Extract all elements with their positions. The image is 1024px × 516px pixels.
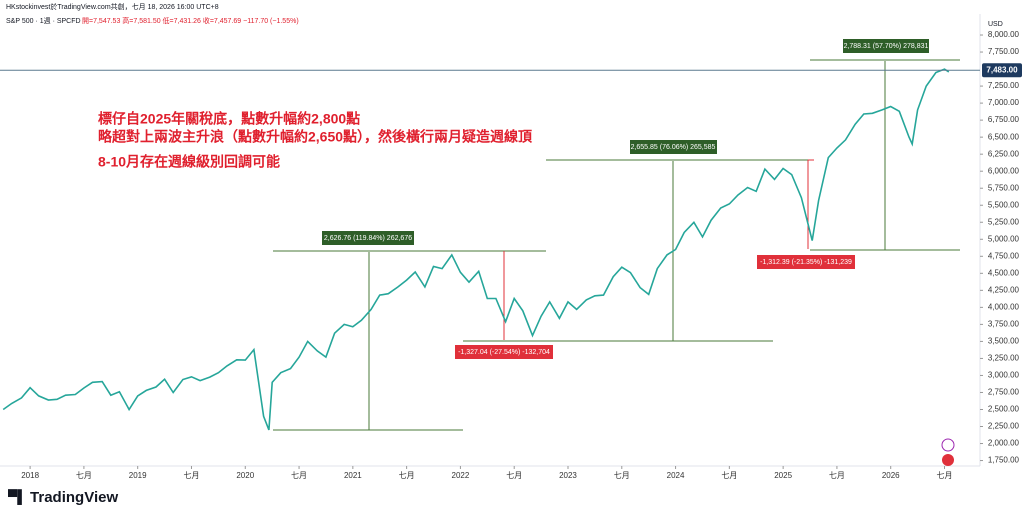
y-tick-label: 4,750.00 (988, 251, 1020, 260)
x-tick-label: 七月 (937, 471, 953, 480)
measure-box (843, 39, 929, 53)
y-tick-label: 4,500.00 (988, 268, 1020, 277)
x-tick-label: 七月 (829, 471, 845, 480)
y-tick-label: 5,750.00 (988, 183, 1020, 192)
y-tick-label: 2,000.00 (988, 439, 1020, 448)
x-tick-label: 七月 (291, 471, 307, 480)
last-price-label: 7,483.00 (986, 65, 1018, 74)
last-price-badge (982, 63, 1022, 78)
x-tick-label: 2021 (344, 471, 362, 480)
price-line (2, 68, 950, 431)
x-tick-label: 七月 (506, 471, 522, 480)
measure-lines-down (503, 159, 814, 340)
x-tick-label: 2025 (774, 471, 792, 480)
x-tick-label: 2024 (667, 471, 685, 480)
x-tick-label: 2020 (236, 471, 254, 480)
y-tick-label: 6,750.00 (988, 115, 1020, 124)
event-icon[interactable] (941, 438, 955, 452)
x-tick-label: 七月 (76, 471, 92, 480)
x-tick-label: 七月 (399, 471, 415, 480)
note: 標仔自2025年關稅底，點數升幅約2,800點 (98, 111, 360, 127)
measure-box (322, 231, 414, 245)
x-tick-label: 2019 (129, 471, 147, 480)
measure-lines (273, 59, 960, 431)
y-tick-label: 3,500.00 (988, 337, 1020, 346)
note: 略超對上兩波主升浪（點數升幅約2,650點），然後橫行兩月疑造週線頂 (98, 129, 533, 145)
measure-label: 2,788.31 (57.70%) 278,831 (844, 43, 929, 50)
y-tick-label: 7,750.00 (988, 47, 1020, 56)
y-tick-label: 3,750.00 (988, 319, 1020, 328)
x-tick-label: 2026 (882, 471, 900, 480)
y-tick-label: 2,500.00 (988, 405, 1020, 414)
y-tick-label: 4,000.00 (988, 302, 1020, 311)
measure-label: 2,626.76 (119.84%) 262,676 (324, 235, 412, 242)
x-tick-label: 2023 (559, 471, 577, 480)
y-tick-label: 5,250.00 (988, 217, 1020, 226)
y-tick-label: 8,000.00 (988, 30, 1020, 39)
chart-title: S&P 500 · 1週 · SPCFD (6, 16, 81, 25)
measure-box (630, 140, 717, 154)
y-tick-label: 6,000.00 (988, 166, 1020, 175)
y-tick-label: 7,000.00 (988, 98, 1020, 107)
y-tick-label: 3,250.00 (988, 354, 1020, 363)
y-tick-label: 2,750.00 (988, 388, 1020, 397)
y-tick-label: 2,250.00 (988, 422, 1020, 431)
y-tick-label: 5,500.00 (988, 200, 1020, 209)
x-tick-label: 七月 (721, 471, 737, 480)
measure-box (455, 345, 553, 359)
y-tick-label: 5,000.00 (988, 234, 1020, 243)
measure-label: -1,312.39 (-21.35%) -131,239 (760, 259, 852, 266)
measure-label: -1,327.04 (-27.54%) -132,704 (458, 349, 550, 356)
brand-logo: ▀▌ TradingView (8, 489, 118, 506)
y-tick-label: 4,250.00 (988, 285, 1020, 294)
event-icon[interactable] (942, 454, 954, 466)
measure-box (757, 255, 855, 269)
y-tick-label: 6,500.00 (988, 132, 1020, 141)
x-tick-label: 2018 (21, 471, 39, 480)
y-tick-label: 7,250.00 (988, 81, 1020, 90)
y-tick-label: 6,250.00 (988, 149, 1020, 158)
y-tick-label: 3,000.00 (988, 371, 1020, 380)
currency: USD (988, 21, 1003, 28)
note: 8-10月存在週線級別回調可能 (98, 154, 280, 170)
x-tick-label: 七月 (614, 471, 630, 480)
x-tick-label: 七月 (183, 471, 199, 480)
caption: HKstockinvest於TradingView.com共創，七月 18, 2… (6, 2, 219, 11)
y-tick-label: 1,750.00 (988, 456, 1020, 465)
x-tick-label: 2022 (452, 471, 470, 480)
ohlc: 開=7,547.53 高=7,581.50 低=7,431.26 收=7,457… (82, 16, 299, 25)
measure-label: 2,655.85 (76.06%) 265,585 (631, 144, 716, 151)
